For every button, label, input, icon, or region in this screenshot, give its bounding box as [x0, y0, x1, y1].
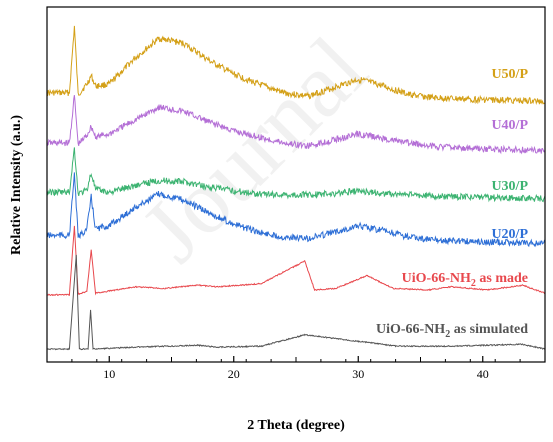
x-tick-label: 10 [103, 367, 115, 381]
series-line-3 [46, 147, 546, 203]
y-axis-title: Relative Intensity (a.u.) [9, 115, 24, 255]
series-labels: U50/P U40/P U30/P U20/P UiO-66-NH2 as made Ui… [376, 67, 528, 340]
x-axis: 10 20 30 40 [46, 356, 546, 381]
watermark: Journal [122, 17, 386, 281]
series-label-4: U20/P [491, 227, 528, 242]
series-line-5 [46, 225, 546, 297]
series-label-5: UiO-66-NH2 as made [402, 271, 528, 289]
x-tick-label: 30 [352, 367, 364, 381]
series-line-4 [46, 172, 546, 248]
series-label-1: U50/P [491, 67, 528, 82]
x-tick-label: 40 [477, 367, 489, 381]
series-line-2 [46, 95, 546, 155]
series-line-6 [46, 254, 546, 351]
x-axis-title: 2 Theta (degree) [247, 418, 345, 433]
x-tick-label: 20 [228, 367, 240, 381]
series-layer [46, 25, 546, 351]
series-line-1 [46, 25, 546, 105]
series-label-3: U30/P [491, 179, 528, 194]
series-label-2: U40/P [491, 118, 528, 133]
series-label-6: UiO-66-NH2 as simulated [376, 322, 528, 340]
